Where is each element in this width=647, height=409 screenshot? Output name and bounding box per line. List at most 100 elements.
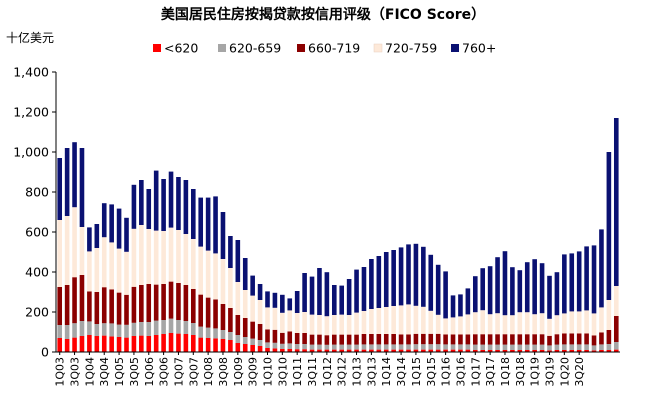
bar-segment [480,310,486,335]
bar-segment [146,336,152,352]
bar-segment [57,158,63,220]
bar-segment [584,333,589,345]
bar-segment [502,251,508,316]
bar-segment [250,295,255,322]
bar-segment [116,292,122,325]
bar-segment [339,344,345,350]
bar-segment [428,349,434,352]
bar-segment [317,344,322,350]
bar-segment [443,334,448,345]
bar-segment [591,313,597,336]
bar-segment [539,344,545,350]
bar-segment [532,314,537,335]
bar-segment [79,275,85,321]
bar-segment [250,338,255,345]
bar-segment [472,350,478,352]
bar-segment [517,344,523,350]
bar-segment [79,148,85,227]
bar-segment [87,335,92,352]
bar-segment [576,311,582,334]
bar-segment [109,242,114,290]
bar-segment [562,313,567,334]
x-tick-label: 3Q14 [395,357,408,387]
bar-segment [57,220,63,287]
bar-segment [435,333,441,345]
y-tick-label: 800 [25,185,49,200]
bar-segment [317,268,322,315]
bar-segment [109,204,114,243]
bar-segment [413,349,419,352]
bar-segment [124,251,129,295]
bar-segment [458,344,463,350]
bar-segment [428,344,434,350]
bar-segment [124,324,129,338]
bar-segment [153,320,159,335]
bar-segment [398,349,404,352]
bar-segment [190,323,196,335]
bar-segment [272,307,278,330]
bar-segment [146,284,152,322]
bar-segment [510,344,515,350]
bar-segment [576,251,582,312]
bar-segment [242,290,248,318]
bar-segment [487,344,493,350]
bar-segment [435,314,441,334]
x-tick-label: 1Q16 [440,357,453,387]
bar-segment [294,344,300,350]
bar-segment [450,349,456,352]
x-tick-label: 1Q10 [262,357,275,387]
bar-segment [161,334,166,352]
bar-segment [532,259,537,315]
bar-segment [376,344,382,350]
x-tick-label: 3Q04 [98,357,111,387]
bar-segment [72,337,77,352]
bar-segment [213,328,218,339]
bar-segment [532,350,537,352]
bar-segment [539,350,545,352]
bar-segment [524,312,530,335]
bar-segment [524,344,530,350]
bar-segment [101,237,107,288]
bar-segment [487,266,493,315]
bar-segment [220,339,226,352]
bar-segment [317,349,322,352]
bar-segment [309,334,315,345]
bar-segment [458,294,463,317]
bar-segment [421,246,426,307]
bar-segment [250,345,255,352]
bar-segment [569,344,575,350]
bar-segment [510,350,515,352]
legend-label: 660-719 [308,41,360,56]
bar-segment [524,262,530,313]
bar-segment [584,344,589,350]
bar-segment [472,312,478,335]
bar-segment [250,275,255,296]
bar-segment [354,312,359,335]
bar-segment [94,292,100,324]
bar-segment [591,335,597,346]
bar-segment [176,320,181,334]
bar-segment [131,228,137,287]
bar-segment [576,333,582,345]
bar-segment [599,332,604,345]
bar-segment [517,334,523,345]
bar-segment [391,306,396,334]
bar-segment [331,344,337,350]
x-tick-label: 1Q08 [202,357,215,387]
bar-segment [131,336,137,352]
y-axis: 0 200 400 600 800 1,000 1,200 1,400 [13,65,57,360]
x-tick-label: 3Q07 [187,357,200,387]
bar-segment [176,177,181,230]
bar-segment [64,216,70,285]
bar-segment [584,310,589,334]
bar-segment [280,343,285,349]
x-tick-label: 3Q12 [336,357,349,387]
bar-segment [272,292,278,308]
x-tick-label: 3Q03 [69,357,82,387]
x-tick-label: 3Q09 [247,357,260,387]
legend-swatch [297,44,305,52]
bar-segment [361,344,367,350]
bar-segment [287,298,293,311]
bar-segment [220,330,226,339]
